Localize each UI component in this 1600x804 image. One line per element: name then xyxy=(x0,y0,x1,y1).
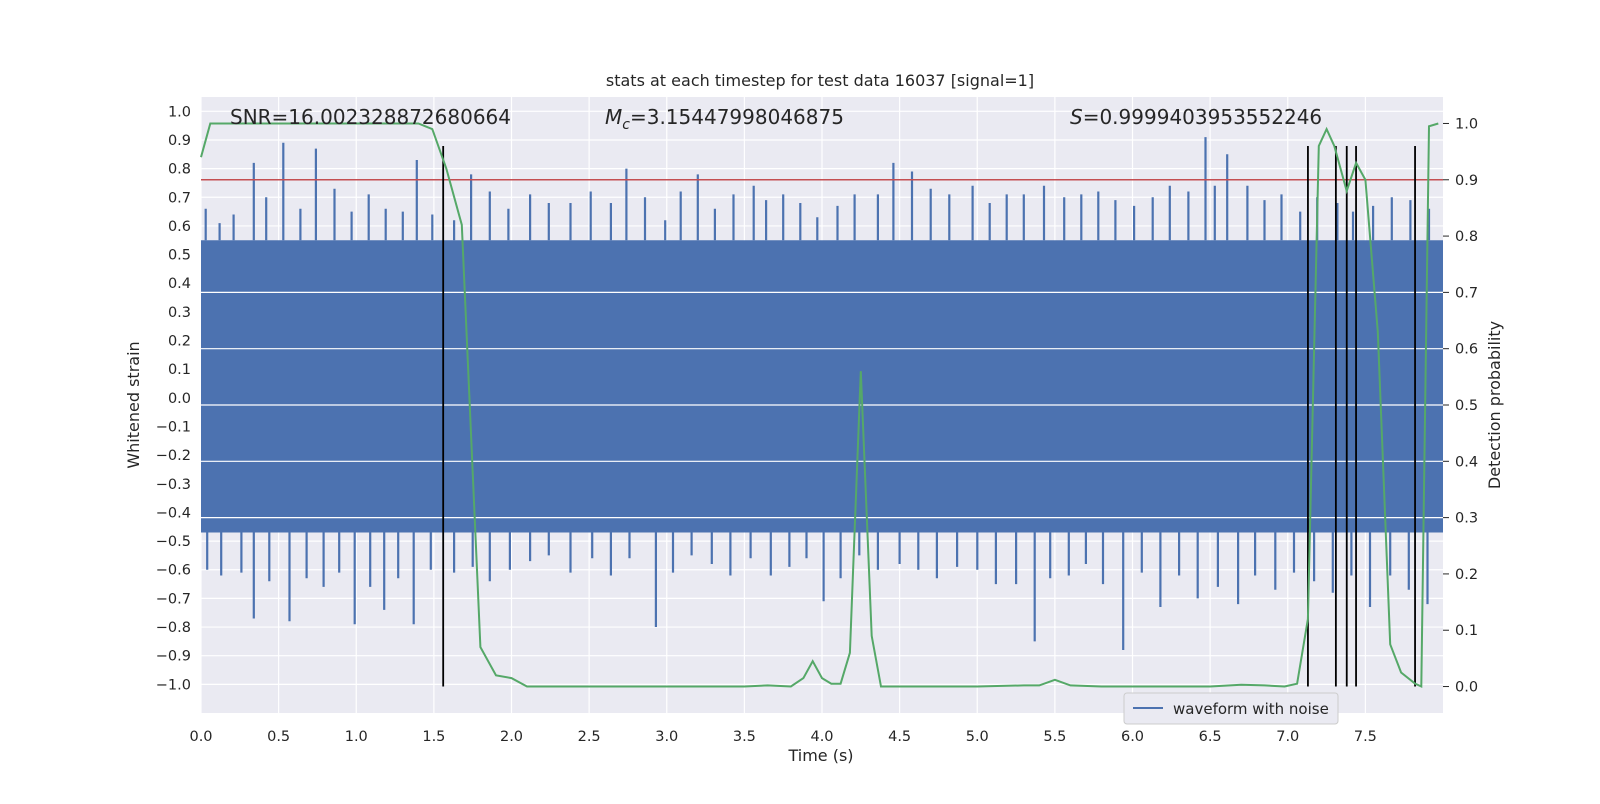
y2-tick-label: 0.0 xyxy=(1455,680,1478,696)
snr-annotation: SNR=16.002328872680664 xyxy=(230,105,511,129)
y-tick-label: 0.2 xyxy=(168,334,191,350)
y-axis-label: Whitened strain xyxy=(124,341,143,468)
y2-tick-label: 0.1 xyxy=(1455,623,1478,639)
y2-tick-label: 0.6 xyxy=(1455,342,1478,358)
legend: waveform with noise xyxy=(1123,692,1339,725)
detection-series xyxy=(200,122,1439,689)
y2-tick-label: 0.7 xyxy=(1455,285,1478,301)
s-annotation: S=0.9999403953552246 xyxy=(1070,105,1322,129)
y-tick-label: 0.4 xyxy=(168,276,191,292)
y-tick-label: 0.8 xyxy=(168,162,191,178)
x-tick-label: 0.0 xyxy=(189,729,212,745)
y2-tick-label: 0.5 xyxy=(1455,398,1478,414)
detection-line xyxy=(200,122,1439,689)
x-tick-label: 2.5 xyxy=(578,729,601,745)
y-tick-label: 0.3 xyxy=(168,305,191,321)
x-tick-labels: 0.0 0.5 1.0 1.5 2.0 2.5 3.0 3.5 4.0 4.5 5.0 5.5 6.0 6… xyxy=(189,729,1376,745)
y-tick-label: −0.5 xyxy=(156,534,191,550)
x-tick-label: 1.0 xyxy=(345,729,368,745)
x-tick-label: 3.0 xyxy=(655,729,678,745)
x-tick-label: 6.5 xyxy=(1199,729,1222,745)
y2-tick-label: 0.4 xyxy=(1455,454,1478,470)
x-tick-label: 5.0 xyxy=(966,729,989,745)
mc-annotation: Mc=3.15447998046875 xyxy=(605,105,844,133)
y-tick-label: 0.6 xyxy=(168,219,191,235)
chart-title: stats at each timestep for test data 160… xyxy=(606,71,1034,90)
x-tick-label: 4.5 xyxy=(888,729,911,745)
y-tick-labels: 1.0 0.9 0.8 0.7 0.6 0.5 0.4 0.3 0.2 0.1 0.0 −0.1 −0.… xyxy=(156,104,191,693)
y2-tick-label: 0.2 xyxy=(1455,567,1478,583)
y-tick-label: −0.7 xyxy=(156,591,191,607)
s-value: =0.9999403953552246 xyxy=(1083,105,1322,129)
x-tick-label: 1.5 xyxy=(422,729,445,745)
x-axis-label: Time (s) xyxy=(787,746,853,765)
y-tick-label: −0.1 xyxy=(156,419,191,435)
legend-box xyxy=(1123,692,1339,725)
mc-subscript: c xyxy=(622,117,630,133)
waveform-series xyxy=(201,137,1443,650)
mc-value: =3.15447998046875 xyxy=(630,105,844,129)
y2-tick-label: 1.0 xyxy=(1455,116,1478,132)
x-tick-label: 0.5 xyxy=(267,729,290,745)
y-tick-label: −0.2 xyxy=(156,448,191,464)
s-symbol: S xyxy=(1070,105,1083,129)
y-tick-label: −0.3 xyxy=(156,477,191,493)
x-tick-label: 4.0 xyxy=(810,729,833,745)
x-tick-label: 3.5 xyxy=(733,729,756,745)
x-tick-label: 7.5 xyxy=(1354,729,1377,745)
y2-tick-label: 0.9 xyxy=(1455,173,1478,189)
y-tick-label: −1.0 xyxy=(156,677,191,693)
y-tick-label: 0.7 xyxy=(168,190,191,206)
y-tick-label: −0.4 xyxy=(156,505,191,521)
y-tick-label: 0.9 xyxy=(168,133,191,149)
y2-axis-label: Detection probability xyxy=(1485,321,1504,489)
y-tick-label: 0.5 xyxy=(168,248,191,264)
waveform-band xyxy=(201,240,1443,533)
y-tick-label: 1.0 xyxy=(168,104,191,120)
y-tick-label: 0.1 xyxy=(168,362,191,378)
x-tick-label: 2.0 xyxy=(500,729,523,745)
legend-label: waveform with noise xyxy=(1173,700,1329,718)
y2-tick-label: 0.3 xyxy=(1455,511,1478,527)
x-tick-label: 7.0 xyxy=(1276,729,1299,745)
y-tick-label: 0.0 xyxy=(168,391,191,407)
mc-symbol: M xyxy=(605,105,622,129)
y2-tick-labels: 1.0 0.9 0.8 0.7 0.6 0.5 0.4 0.3 0.2 0.1 0.0 xyxy=(1443,116,1478,696)
y2-tick-label: 0.8 xyxy=(1455,229,1478,245)
y-tick-label: −0.9 xyxy=(156,649,191,665)
x-tick-label: 5.5 xyxy=(1043,729,1066,745)
y-tick-label: −0.8 xyxy=(156,620,191,636)
y-tick-label: −0.6 xyxy=(156,563,191,579)
waveform-spikes xyxy=(204,137,1431,650)
x-tick-label: 6.0 xyxy=(1121,729,1144,745)
